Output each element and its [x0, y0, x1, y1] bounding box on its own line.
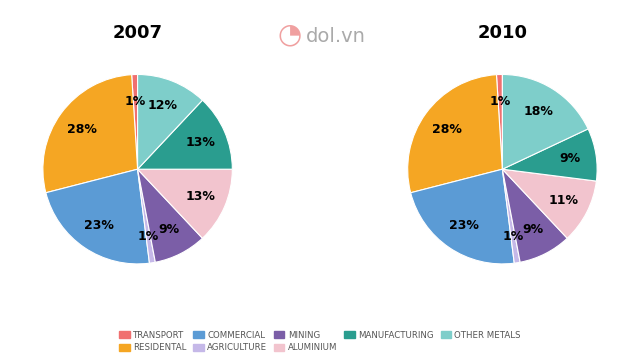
- Text: 1%: 1%: [502, 230, 524, 243]
- Text: 18%: 18%: [524, 105, 554, 118]
- Text: 13%: 13%: [185, 136, 215, 149]
- Wedge shape: [138, 169, 232, 238]
- Text: 9%: 9%: [559, 152, 580, 165]
- Text: ◔: ◔: [277, 20, 301, 48]
- Wedge shape: [497, 75, 502, 169]
- Text: 1%: 1%: [125, 95, 146, 108]
- Text: 28%: 28%: [432, 123, 462, 136]
- Text: 13%: 13%: [185, 190, 215, 203]
- Text: 1%: 1%: [490, 95, 511, 108]
- Wedge shape: [502, 169, 596, 238]
- Text: 23%: 23%: [84, 219, 114, 232]
- Text: 12%: 12%: [148, 99, 178, 112]
- Text: 23%: 23%: [449, 219, 479, 232]
- Wedge shape: [502, 169, 567, 262]
- Title: 2007: 2007: [113, 24, 163, 42]
- Text: 28%: 28%: [67, 123, 97, 136]
- Text: 1%: 1%: [138, 230, 159, 243]
- Legend: TRANSPORT, RESIDENTAL, COMMERCIAL, AGRICULTURE, MINING, ALUMINIUM, MANUFACTURING: TRANSPORT, RESIDENTAL, COMMERCIAL, AGRIC…: [116, 327, 524, 356]
- Wedge shape: [43, 75, 138, 193]
- Wedge shape: [408, 75, 502, 193]
- Wedge shape: [138, 169, 156, 263]
- Title: 2010: 2010: [477, 24, 527, 42]
- Text: dol.vn: dol.vn: [306, 27, 366, 45]
- Wedge shape: [138, 169, 202, 262]
- Wedge shape: [132, 75, 138, 169]
- Wedge shape: [502, 169, 520, 263]
- Wedge shape: [502, 129, 597, 181]
- Wedge shape: [411, 169, 515, 264]
- Text: 9%: 9%: [158, 224, 179, 237]
- Wedge shape: [502, 75, 588, 169]
- Text: 11%: 11%: [548, 194, 578, 207]
- Text: 9%: 9%: [523, 224, 544, 237]
- Wedge shape: [138, 75, 202, 169]
- Wedge shape: [46, 169, 150, 264]
- Wedge shape: [138, 100, 232, 169]
